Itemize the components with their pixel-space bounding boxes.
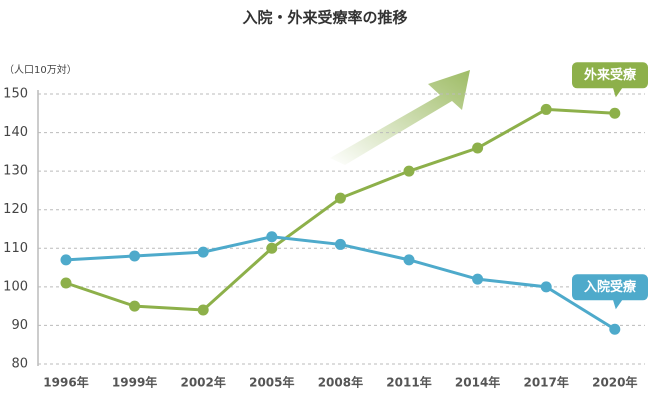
data-point (403, 254, 415, 266)
data-point (609, 323, 621, 335)
data-point (129, 250, 141, 262)
data-point (540, 103, 552, 115)
data-point (334, 238, 346, 250)
data-point (60, 277, 72, 289)
y-axis-label: （人口10万対） (4, 63, 77, 76)
y-tick-label: 80 (11, 357, 28, 372)
data-point (266, 242, 278, 254)
y-tick-label: 110 (3, 241, 28, 256)
data-point (540, 281, 552, 293)
legend-item: 入院受療 (572, 274, 648, 310)
y-tick-label: 150 (3, 87, 28, 102)
y-tick-label: 120 (3, 202, 28, 217)
data-point (60, 254, 72, 266)
y-tick-label: 100 (3, 279, 28, 294)
legend-item: 外来受療 (572, 62, 648, 98)
y-tick-label: 90 (11, 318, 28, 333)
data-point (609, 107, 621, 119)
data-point (403, 165, 415, 177)
x-tick-label: 2008年 (318, 375, 363, 390)
trend-arrow (330, 70, 470, 165)
data-point (129, 300, 141, 312)
data-point (472, 273, 484, 285)
data-point (472, 142, 484, 154)
x-tick-label: 1996年 (43, 375, 88, 390)
legend-pointer (612, 299, 623, 310)
x-tick-label: 2020年 (592, 375, 637, 390)
legend-label: 入院受療 (584, 279, 637, 295)
x-tick-label: 2005年 (249, 375, 294, 390)
data-point (266, 231, 278, 243)
y-tick-label: 140 (3, 125, 28, 140)
x-tick-label: 1999年 (112, 375, 157, 390)
legend-label: 外来受療 (583, 67, 637, 83)
x-tick-label: 2017年 (523, 375, 568, 390)
chart-title: 入院・外来受療率の推移 (242, 9, 407, 27)
legend-pointer (612, 87, 623, 98)
data-point (334, 192, 346, 204)
x-tick-label: 2011年 (386, 375, 431, 390)
data-point (197, 304, 209, 316)
legend-box (572, 62, 648, 89)
y-tick-label: 130 (3, 164, 28, 179)
data-point (197, 246, 209, 258)
legend-box (572, 274, 648, 301)
series-line (65, 235, 616, 331)
x-tick-label: 2014年 (455, 375, 500, 390)
x-tick-label: 2002年 (180, 375, 225, 390)
